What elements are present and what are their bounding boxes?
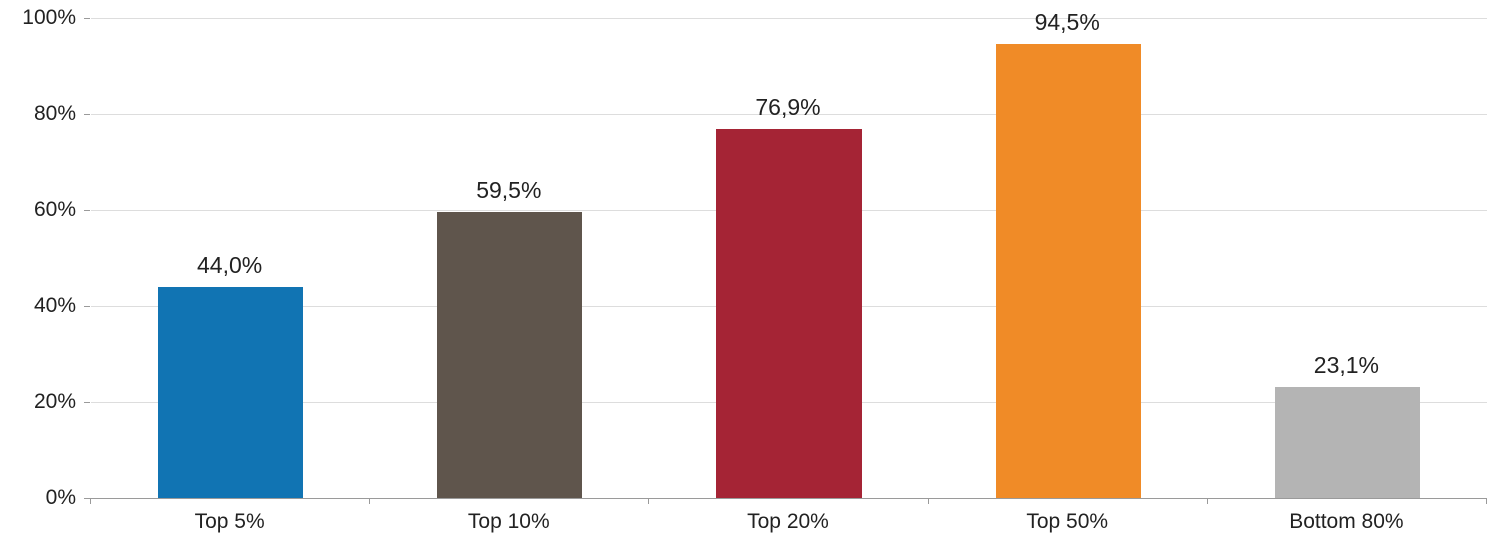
- bar: [996, 44, 1141, 498]
- bar: [1275, 387, 1420, 498]
- x-axis-line: [90, 498, 1486, 499]
- y-tick: [84, 210, 90, 211]
- bar-value-label: 59,5%: [476, 177, 541, 204]
- x-axis-label: Top 50%: [1026, 510, 1108, 534]
- y-axis-label: 60%: [0, 198, 76, 222]
- y-axis-label: 80%: [0, 102, 76, 126]
- bar-value-label: 94,5%: [1035, 9, 1100, 36]
- x-axis-label: Top 10%: [468, 510, 550, 534]
- x-tick: [90, 498, 91, 504]
- x-axis-label: Bottom 80%: [1289, 510, 1403, 534]
- x-tick: [369, 498, 370, 504]
- x-axis-label: Top 20%: [747, 510, 829, 534]
- x-tick: [1486, 498, 1487, 504]
- bar: [158, 287, 303, 498]
- plot-area: [90, 18, 1487, 499]
- x-tick: [928, 498, 929, 504]
- gridline: [91, 18, 1487, 19]
- x-tick: [1207, 498, 1208, 504]
- bar: [437, 212, 582, 498]
- y-tick: [84, 18, 90, 19]
- x-tick: [648, 498, 649, 504]
- bar-chart: 0% 20% 40% 60% 80% 100% 44,0% Top 5% 59,5% Top 10…: [0, 0, 1500, 556]
- y-axis-label: 100%: [0, 6, 76, 30]
- bar-value-label: 76,9%: [755, 94, 820, 121]
- y-axis-label: 40%: [0, 294, 76, 318]
- y-tick: [84, 402, 90, 403]
- y-axis-label: 0%: [0, 486, 76, 510]
- y-tick: [84, 114, 90, 115]
- x-axis-label: Top 5%: [195, 510, 265, 534]
- bar: [716, 129, 861, 498]
- y-tick: [84, 306, 90, 307]
- bar-value-label: 23,1%: [1314, 352, 1379, 379]
- bar-value-label: 44,0%: [197, 252, 262, 279]
- y-axis-label: 20%: [0, 390, 76, 414]
